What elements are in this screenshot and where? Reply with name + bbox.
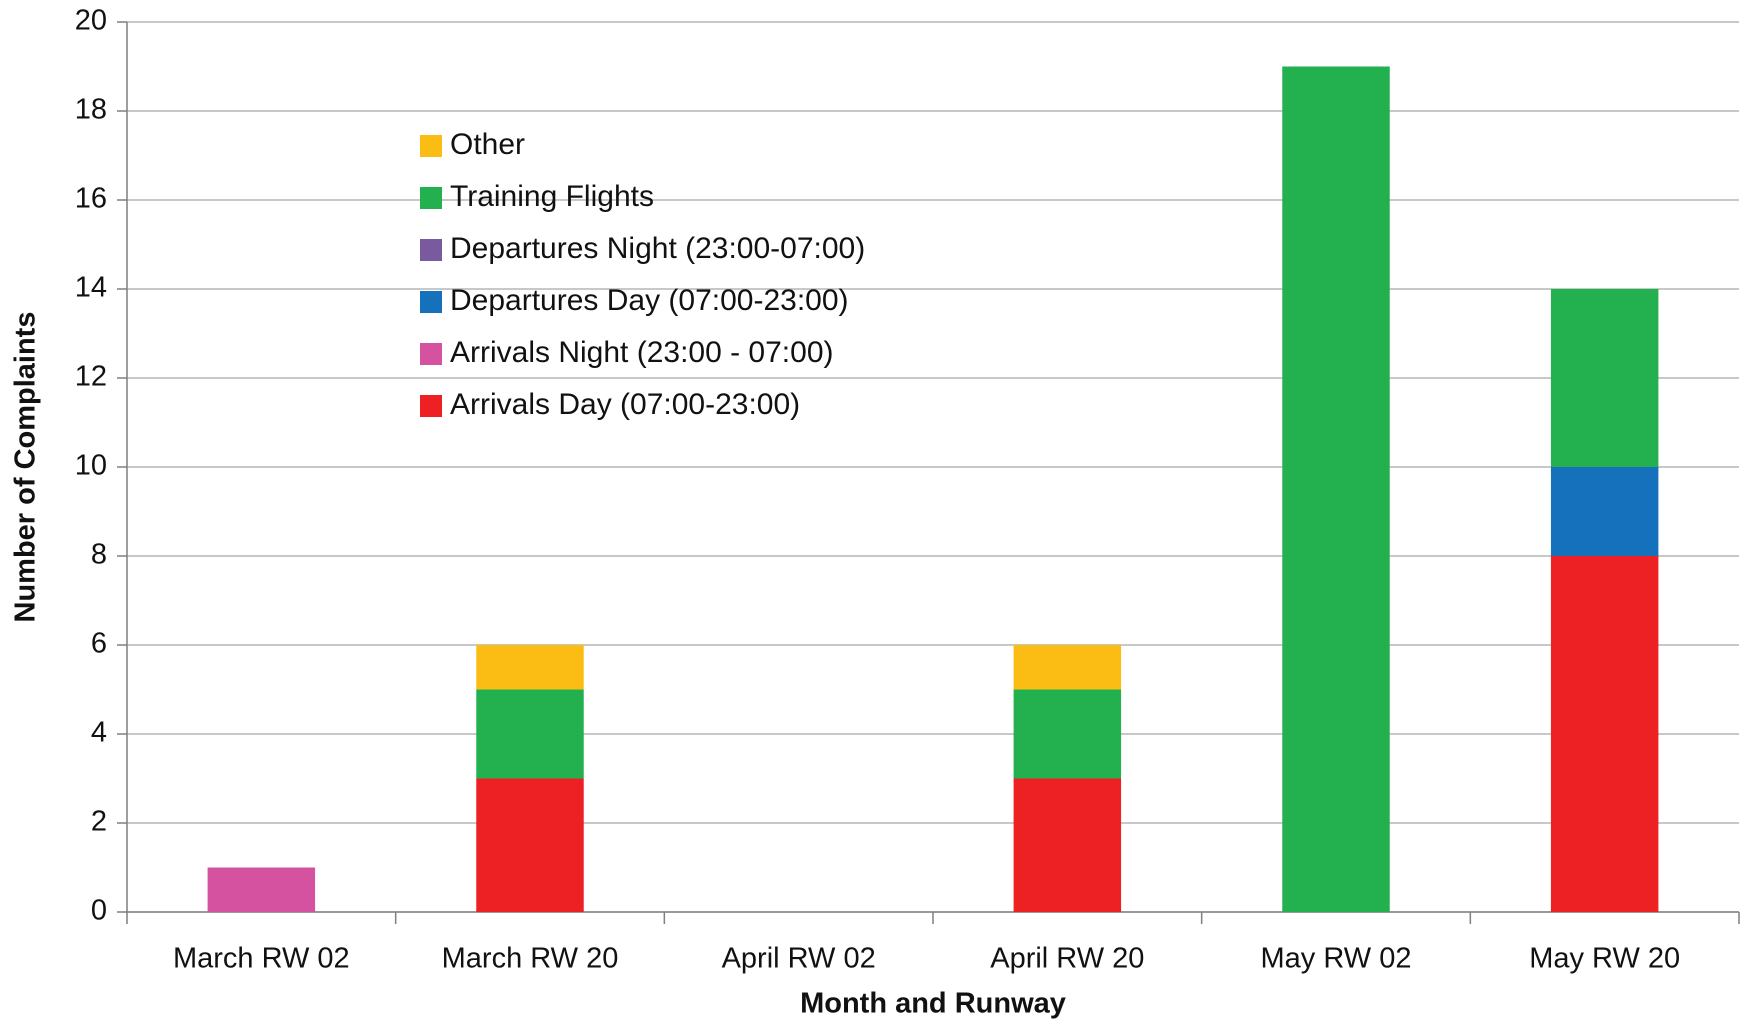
bar-segment (1282, 66, 1390, 912)
legend-label: Departures Night (23:00-07:00) (450, 232, 865, 265)
legend-swatch (420, 187, 442, 209)
y-tick-label: 14 (75, 272, 107, 304)
legend-swatch (420, 395, 442, 417)
bar-segment (1550, 467, 1659, 556)
legend-label: Arrivals Night (23:00 - 07:00) (450, 336, 834, 369)
legend-swatch (420, 343, 442, 365)
bar-segment (1550, 556, 1659, 912)
y-tick-label: 18 (75, 94, 107, 126)
x-tick-label: March RW 20 (442, 943, 619, 975)
legend-swatch (420, 239, 442, 261)
bar-segment (207, 867, 316, 912)
y-tick-label: 20 (75, 5, 107, 37)
y-tick-label: 12 (75, 361, 107, 393)
y-axis-title: Number of Complaints (10, 312, 42, 623)
x-tick-label: April RW 20 (990, 943, 1144, 975)
y-tick-label: 2 (91, 806, 107, 838)
bar-segment (1550, 289, 1659, 467)
legend-label: Departures Day (07:00-23:00) (450, 284, 849, 317)
legend-swatch (420, 291, 442, 313)
bar-segment (1013, 778, 1122, 912)
x-axis-title: Month and Runway (800, 988, 1066, 1020)
bar-segment (476, 645, 584, 690)
legend-label: Training Flights (450, 180, 654, 213)
x-tick-label: March RW 02 (173, 943, 350, 975)
x-tick-label: May RW 20 (1529, 943, 1680, 975)
y-tick-label: 4 (91, 717, 107, 749)
x-tick-label: April RW 02 (722, 943, 876, 975)
x-tick-label: May RW 02 (1261, 943, 1412, 975)
bar-segment (476, 689, 584, 779)
y-tick-label: 10 (75, 450, 107, 482)
legend-label: Arrivals Day (07:00-23:00) (450, 388, 800, 421)
y-tick-label: 8 (91, 539, 107, 571)
legend-swatch (420, 135, 442, 157)
y-tick-label: 0 (91, 895, 107, 927)
legend-label: Other (450, 128, 525, 161)
bar-segment (1013, 645, 1122, 690)
bar-segment (476, 778, 584, 912)
y-tick-label: 16 (75, 183, 107, 215)
bar-segment (1013, 689, 1122, 779)
y-tick-label: 6 (91, 628, 107, 660)
